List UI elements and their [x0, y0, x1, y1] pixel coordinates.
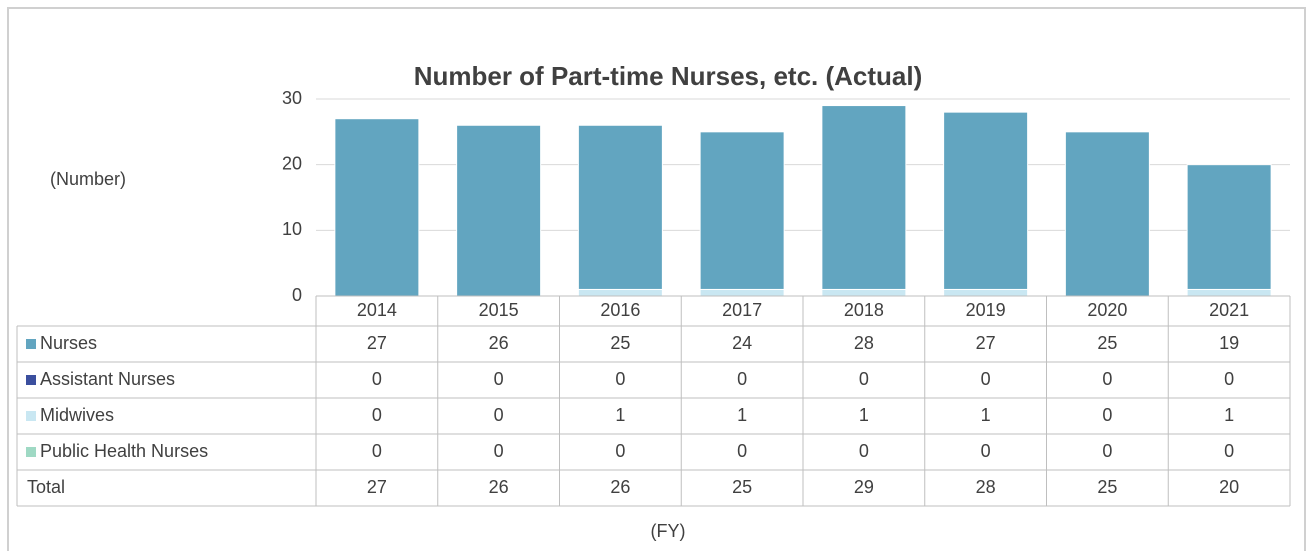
bar-segment	[456, 124, 542, 297]
table-value: 0	[737, 441, 747, 461]
table-value: 1	[737, 405, 747, 425]
table-value: 0	[372, 441, 382, 461]
x-tick-label: 2017	[722, 300, 762, 320]
table-value: 0	[494, 405, 504, 425]
legend-label: Assistant Nurses	[40, 369, 175, 389]
chart-title: Number of Part-time Nurses, etc. (Actual…	[414, 61, 923, 91]
x-tick-label: 2014	[357, 300, 397, 320]
table-value: 1	[1224, 405, 1234, 425]
table-value: 25	[732, 477, 752, 497]
table-value: 0	[859, 441, 869, 461]
table-value: 28	[976, 477, 996, 497]
table-value: 25	[610, 333, 630, 353]
table-value: 29	[854, 477, 874, 497]
table-value: 19	[1219, 333, 1239, 353]
table-value: 26	[489, 477, 509, 497]
table-value: 0	[981, 369, 991, 389]
table-value: 0	[1224, 441, 1234, 461]
table-value: 1	[859, 405, 869, 425]
y-tick-label: 30	[282, 88, 302, 108]
table-value: 0	[372, 369, 382, 389]
bar-segment	[821, 288, 907, 297]
table-value: 0	[859, 369, 869, 389]
y-tick-label: 0	[292, 285, 302, 305]
y-axis-label: (Number)	[50, 169, 126, 189]
bar-segment	[821, 105, 907, 290]
bar-segment	[1064, 131, 1150, 297]
x-tick-label: 2018	[844, 300, 884, 320]
table-value: 1	[615, 405, 625, 425]
table-value: 25	[1097, 333, 1117, 353]
y-tick-label: 20	[282, 153, 302, 173]
table-value: 0	[615, 441, 625, 461]
bar-segment	[1186, 288, 1272, 297]
legend-label: Nurses	[40, 333, 97, 353]
table-value: 25	[1097, 477, 1117, 497]
legend-label: Midwives	[40, 405, 114, 425]
table-value: 0	[494, 441, 504, 461]
x-tick-label: 2020	[1087, 300, 1127, 320]
bar-segment	[943, 288, 1029, 297]
legend-swatch	[26, 375, 36, 385]
table-value: 27	[367, 333, 387, 353]
x-axis-label: (FY)	[651, 521, 686, 541]
table-value: 0	[1102, 369, 1112, 389]
x-tick-label: 2021	[1209, 300, 1249, 320]
bar-segment	[699, 288, 785, 297]
bar-segment	[699, 131, 785, 290]
table-value: 0	[372, 405, 382, 425]
table-value: 0	[737, 369, 747, 389]
table-value: 27	[976, 333, 996, 353]
table-value: 0	[1102, 405, 1112, 425]
x-tick-label: 2016	[600, 300, 640, 320]
bar-segment	[943, 111, 1029, 290]
bar-segment	[577, 288, 663, 297]
table-value: 0	[1102, 441, 1112, 461]
legend-label: Total	[27, 477, 65, 497]
bar-segment	[1186, 164, 1272, 290]
legend-swatch	[26, 447, 36, 457]
x-tick-label: 2019	[966, 300, 1006, 320]
table-value: 0	[615, 369, 625, 389]
legend-swatch	[26, 411, 36, 421]
y-tick-label: 10	[282, 219, 302, 239]
table-value: 0	[981, 441, 991, 461]
legend-label: Public Health Nurses	[40, 441, 208, 461]
table-value: 0	[494, 369, 504, 389]
table-value: 20	[1219, 477, 1239, 497]
table-value: 1	[981, 405, 991, 425]
table-value: 27	[367, 477, 387, 497]
table-value: 26	[610, 477, 630, 497]
legend-swatch	[26, 339, 36, 349]
table-value: 24	[732, 333, 752, 353]
bar-segment	[334, 118, 420, 297]
bar-segment	[577, 124, 663, 290]
table-value: 28	[854, 333, 874, 353]
table-value: 0	[1224, 369, 1234, 389]
table-value: 26	[489, 333, 509, 353]
x-tick-label: 2015	[479, 300, 519, 320]
